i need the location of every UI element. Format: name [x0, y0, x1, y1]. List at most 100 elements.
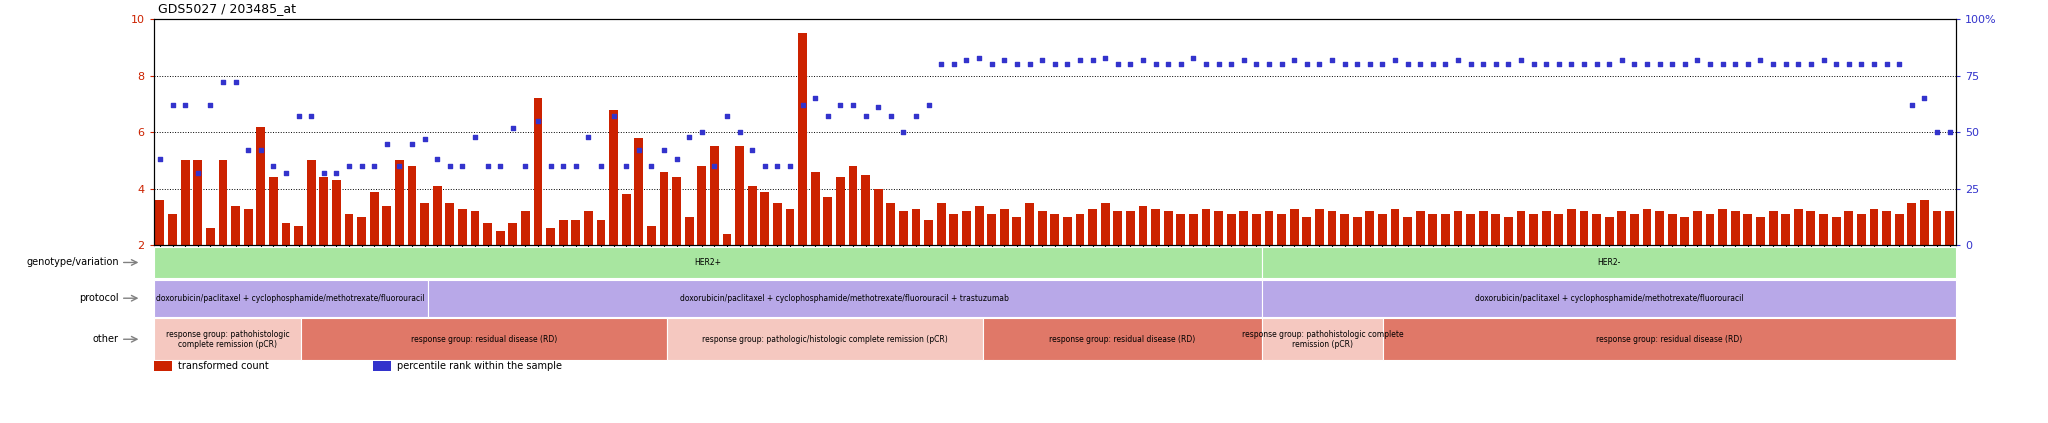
Bar: [1063, 217, 1071, 245]
Point: [1858, 61, 1890, 68]
Bar: [1518, 212, 1526, 245]
Bar: [647, 225, 655, 245]
Bar: [1667, 214, 1677, 245]
Point: [231, 147, 264, 154]
Bar: [1946, 212, 1954, 245]
Point: [887, 129, 920, 136]
Point: [346, 163, 379, 170]
Bar: [1038, 212, 1047, 245]
Bar: [1087, 209, 1098, 245]
Point: [647, 147, 680, 154]
Point: [899, 113, 932, 120]
Text: transformed count: transformed count: [178, 361, 268, 371]
Point: [774, 163, 807, 170]
Point: [1026, 56, 1059, 63]
Point: [1202, 61, 1235, 68]
Point: [1114, 61, 1147, 68]
Point: [1542, 61, 1575, 68]
Text: other: other: [92, 334, 119, 344]
Bar: [1378, 214, 1386, 245]
Point: [1378, 56, 1411, 63]
Point: [723, 129, 756, 136]
Point: [598, 113, 631, 120]
Bar: [1542, 212, 1550, 245]
Point: [1214, 61, 1247, 68]
Point: [1075, 56, 1108, 63]
Point: [1757, 61, 1790, 68]
Bar: [1190, 214, 1198, 245]
Bar: [999, 209, 1010, 245]
Point: [1554, 61, 1587, 68]
Point: [1630, 61, 1663, 68]
Point: [1315, 56, 1348, 63]
Bar: [219, 160, 227, 245]
Point: [270, 170, 303, 176]
Point: [911, 102, 944, 108]
Bar: [1012, 217, 1022, 245]
Point: [1329, 61, 1362, 68]
Bar: [281, 223, 291, 245]
Bar: [874, 189, 883, 245]
Point: [823, 102, 856, 108]
Bar: [1782, 214, 1790, 245]
Bar: [1606, 217, 1614, 245]
Bar: [1706, 214, 1714, 245]
Bar: [1894, 214, 1903, 245]
Bar: [383, 206, 391, 245]
Point: [862, 104, 895, 111]
Bar: [786, 209, 795, 245]
Bar: [735, 146, 743, 245]
Point: [1669, 61, 1702, 68]
Bar: [1642, 209, 1651, 245]
Bar: [911, 209, 920, 245]
Point: [659, 156, 692, 163]
Point: [850, 113, 883, 120]
Bar: [1591, 214, 1602, 245]
Bar: [319, 178, 328, 245]
Point: [1769, 61, 1802, 68]
Bar: [936, 203, 946, 245]
Bar: [1442, 214, 1450, 245]
Bar: [1503, 217, 1513, 245]
Point: [446, 163, 479, 170]
Point: [1706, 61, 1739, 68]
Point: [1718, 61, 1751, 68]
Bar: [295, 225, 303, 245]
Point: [1694, 61, 1726, 68]
Bar: [672, 178, 682, 245]
Bar: [836, 178, 846, 245]
Point: [1126, 56, 1159, 63]
Point: [584, 163, 616, 170]
Bar: [1100, 203, 1110, 245]
Text: protocol: protocol: [80, 293, 119, 303]
Bar: [444, 203, 455, 245]
Point: [635, 163, 668, 170]
Point: [408, 136, 440, 143]
Point: [182, 170, 215, 176]
Bar: [268, 178, 279, 245]
Point: [975, 61, 1008, 68]
Bar: [1731, 212, 1739, 245]
Bar: [760, 192, 770, 245]
Point: [926, 61, 958, 68]
Bar: [1681, 217, 1690, 245]
Point: [1530, 61, 1563, 68]
Point: [383, 163, 416, 170]
Point: [535, 163, 567, 170]
Point: [1190, 61, 1223, 68]
Point: [195, 102, 227, 108]
Point: [762, 163, 795, 170]
Bar: [1415, 212, 1425, 245]
Point: [811, 113, 844, 120]
Bar: [420, 203, 428, 245]
Bar: [344, 214, 354, 245]
Bar: [1354, 217, 1362, 245]
Bar: [1075, 214, 1083, 245]
Point: [1745, 56, 1778, 63]
Point: [483, 163, 516, 170]
Point: [1567, 61, 1599, 68]
Point: [610, 163, 643, 170]
Bar: [1264, 212, 1274, 245]
Bar: [975, 206, 983, 245]
Point: [1479, 61, 1511, 68]
